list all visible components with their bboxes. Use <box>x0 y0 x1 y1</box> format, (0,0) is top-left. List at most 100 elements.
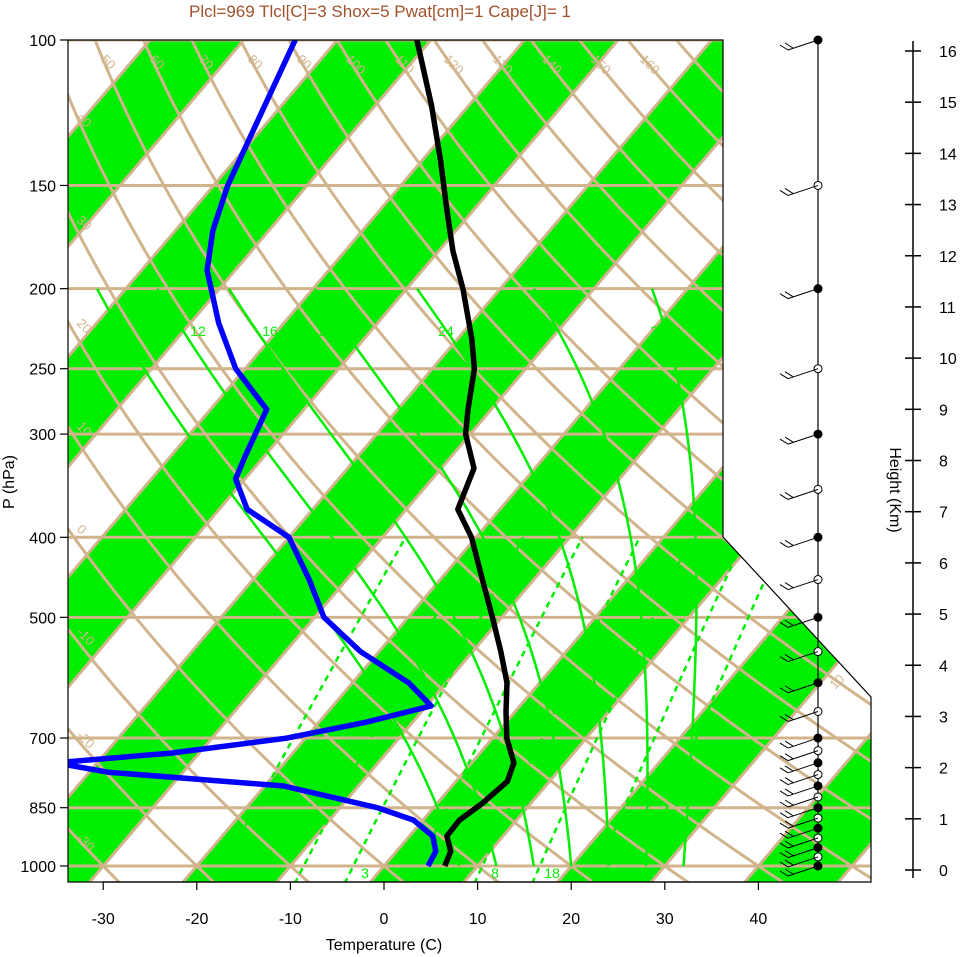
temperature-axis: -30 -20 -10 0 10 20 30 40 <box>92 881 768 928</box>
wind-barb <box>779 856 819 868</box>
wind-barb <box>779 737 819 749</box>
isotherm-label: -40 <box>727 118 751 142</box>
isotherm-line <box>742 40 871 882</box>
height-tick-label: 15 <box>939 95 957 112</box>
height-tick-label: 0 <box>939 863 948 880</box>
isotherm-line <box>648 40 871 882</box>
wind-barb-column <box>779 35 823 877</box>
height-tick-label: 7 <box>939 505 948 522</box>
height-tick-label: 2 <box>939 761 948 778</box>
moist-adiabat-line <box>650 288 698 867</box>
temperature-tick-label: -10 <box>279 911 302 928</box>
height-tick-label: 16 <box>939 44 957 61</box>
dry-adiabat-line <box>68 40 691 882</box>
isotherm-line <box>68 40 558 882</box>
temperature-profile-line <box>414 40 517 868</box>
height-tick-label: 9 <box>939 402 948 419</box>
wind-barb <box>779 865 819 877</box>
dry-adiabat-line <box>68 40 406 882</box>
wind-barb <box>779 847 819 859</box>
isotherm-line <box>68 40 465 882</box>
mixing-ratio-line <box>343 536 525 882</box>
isotherm-band <box>743 40 871 882</box>
dry-adiabat-line <box>68 40 501 882</box>
dry-adiabat-line <box>460 40 871 882</box>
wind-barb <box>779 536 819 548</box>
x-axis-label: Temperature (C) <box>326 937 442 954</box>
pressure-tick-label: 700 <box>29 731 56 748</box>
height-tick-label: 1 <box>939 812 948 829</box>
mixing-ratio-label: 3 <box>361 865 369 881</box>
isotherm-line <box>87 40 839 882</box>
wind-barb <box>779 827 819 839</box>
height-tick-label: 6 <box>939 556 948 573</box>
wind-barb <box>779 750 819 762</box>
moist-adiabats <box>95 287 698 867</box>
isotherm-line <box>274 40 871 882</box>
mixing-ratio-line <box>635 536 786 882</box>
isotherm-label: -20 <box>727 338 751 362</box>
mixing-ratio-line <box>591 536 747 882</box>
moist-adiabat-label: 20 <box>318 323 334 339</box>
isotherm-label: 20 <box>877 781 898 802</box>
temperature-tick-label: -20 <box>185 911 208 928</box>
height-tick-label: 14 <box>939 146 957 163</box>
moist-adiabat-line <box>227 288 536 867</box>
dry-adiabat-line <box>68 40 596 882</box>
mixing-ratio-line <box>213 536 407 882</box>
dry-adiabat-line <box>68 40 312 882</box>
wind-barb <box>779 762 819 774</box>
mixing-ratio-label: 8 <box>491 865 499 881</box>
temperature-tick-label: 40 <box>750 911 768 928</box>
dewpoint-profile-line <box>68 40 439 868</box>
wind-barb <box>779 184 819 196</box>
chart-title: Plcl=969 Tlcl[C]=3 Shox=5 Pwat[cm]=1 Cap… <box>189 2 571 21</box>
wind-barb <box>779 433 819 445</box>
height-tick-label: 11 <box>939 300 956 317</box>
dry-adiabat-line <box>223 40 871 882</box>
isotherm-line <box>68 40 277 882</box>
temperature-tick-label: 10 <box>469 911 487 928</box>
isotherm-line <box>68 40 652 882</box>
pressure-tick-label: 500 <box>29 610 56 627</box>
moist-adiabat-line <box>95 288 461 867</box>
moist-adiabat-label: 16 <box>262 323 278 339</box>
moist-adiabat-line <box>156 288 498 867</box>
moist-adiabat-label: 32 <box>650 323 666 339</box>
height-tick-label: 5 <box>939 607 948 624</box>
pressure-tick-label: 150 <box>29 178 56 195</box>
mixing-ratio-label: 18 <box>544 865 560 881</box>
dry-adiabat-line <box>507 40 871 882</box>
isotherm-band <box>68 40 463 882</box>
dry-adiabat-label: 0 <box>74 522 90 538</box>
mixing-ratio-line <box>473 536 641 882</box>
mixing-ratio-lines <box>213 536 786 882</box>
dry-adiabat-line <box>271 40 871 882</box>
dry-adiabat-line <box>554 40 871 882</box>
wind-barb <box>779 817 819 829</box>
pressure-tick-label: 850 <box>29 801 56 818</box>
temperature-tick-label: 20 <box>562 911 580 928</box>
wind-barb <box>779 488 819 500</box>
dry-adiabat-line <box>0 9 25 883</box>
height-tick-label: 8 <box>939 454 948 471</box>
dry-adiabat-line <box>68 40 786 882</box>
wind-barb <box>779 682 819 694</box>
isotherm-band <box>931 2 961 883</box>
temperature-tick-label: -30 <box>92 911 115 928</box>
moist-adiabat-line <box>415 287 610 867</box>
isotherm-label: 30 <box>927 891 948 912</box>
wind-barb <box>779 39 819 51</box>
pressure-tick-label: 300 <box>29 427 56 444</box>
pressure-tick-label: 400 <box>29 530 56 547</box>
height-axis-label: Height (Km) <box>886 447 903 532</box>
isotherm-line <box>555 40 871 882</box>
wind-barb <box>779 807 819 819</box>
y-axis-label: P (hPa) <box>1 455 18 509</box>
moist-adiabat-line <box>532 288 649 867</box>
pressure-axis: 100 150 200 250 300 400 500 700 850 1000 <box>20 33 68 876</box>
dry-adiabat-line <box>129 40 871 882</box>
dry-adiabat-line <box>318 40 871 882</box>
